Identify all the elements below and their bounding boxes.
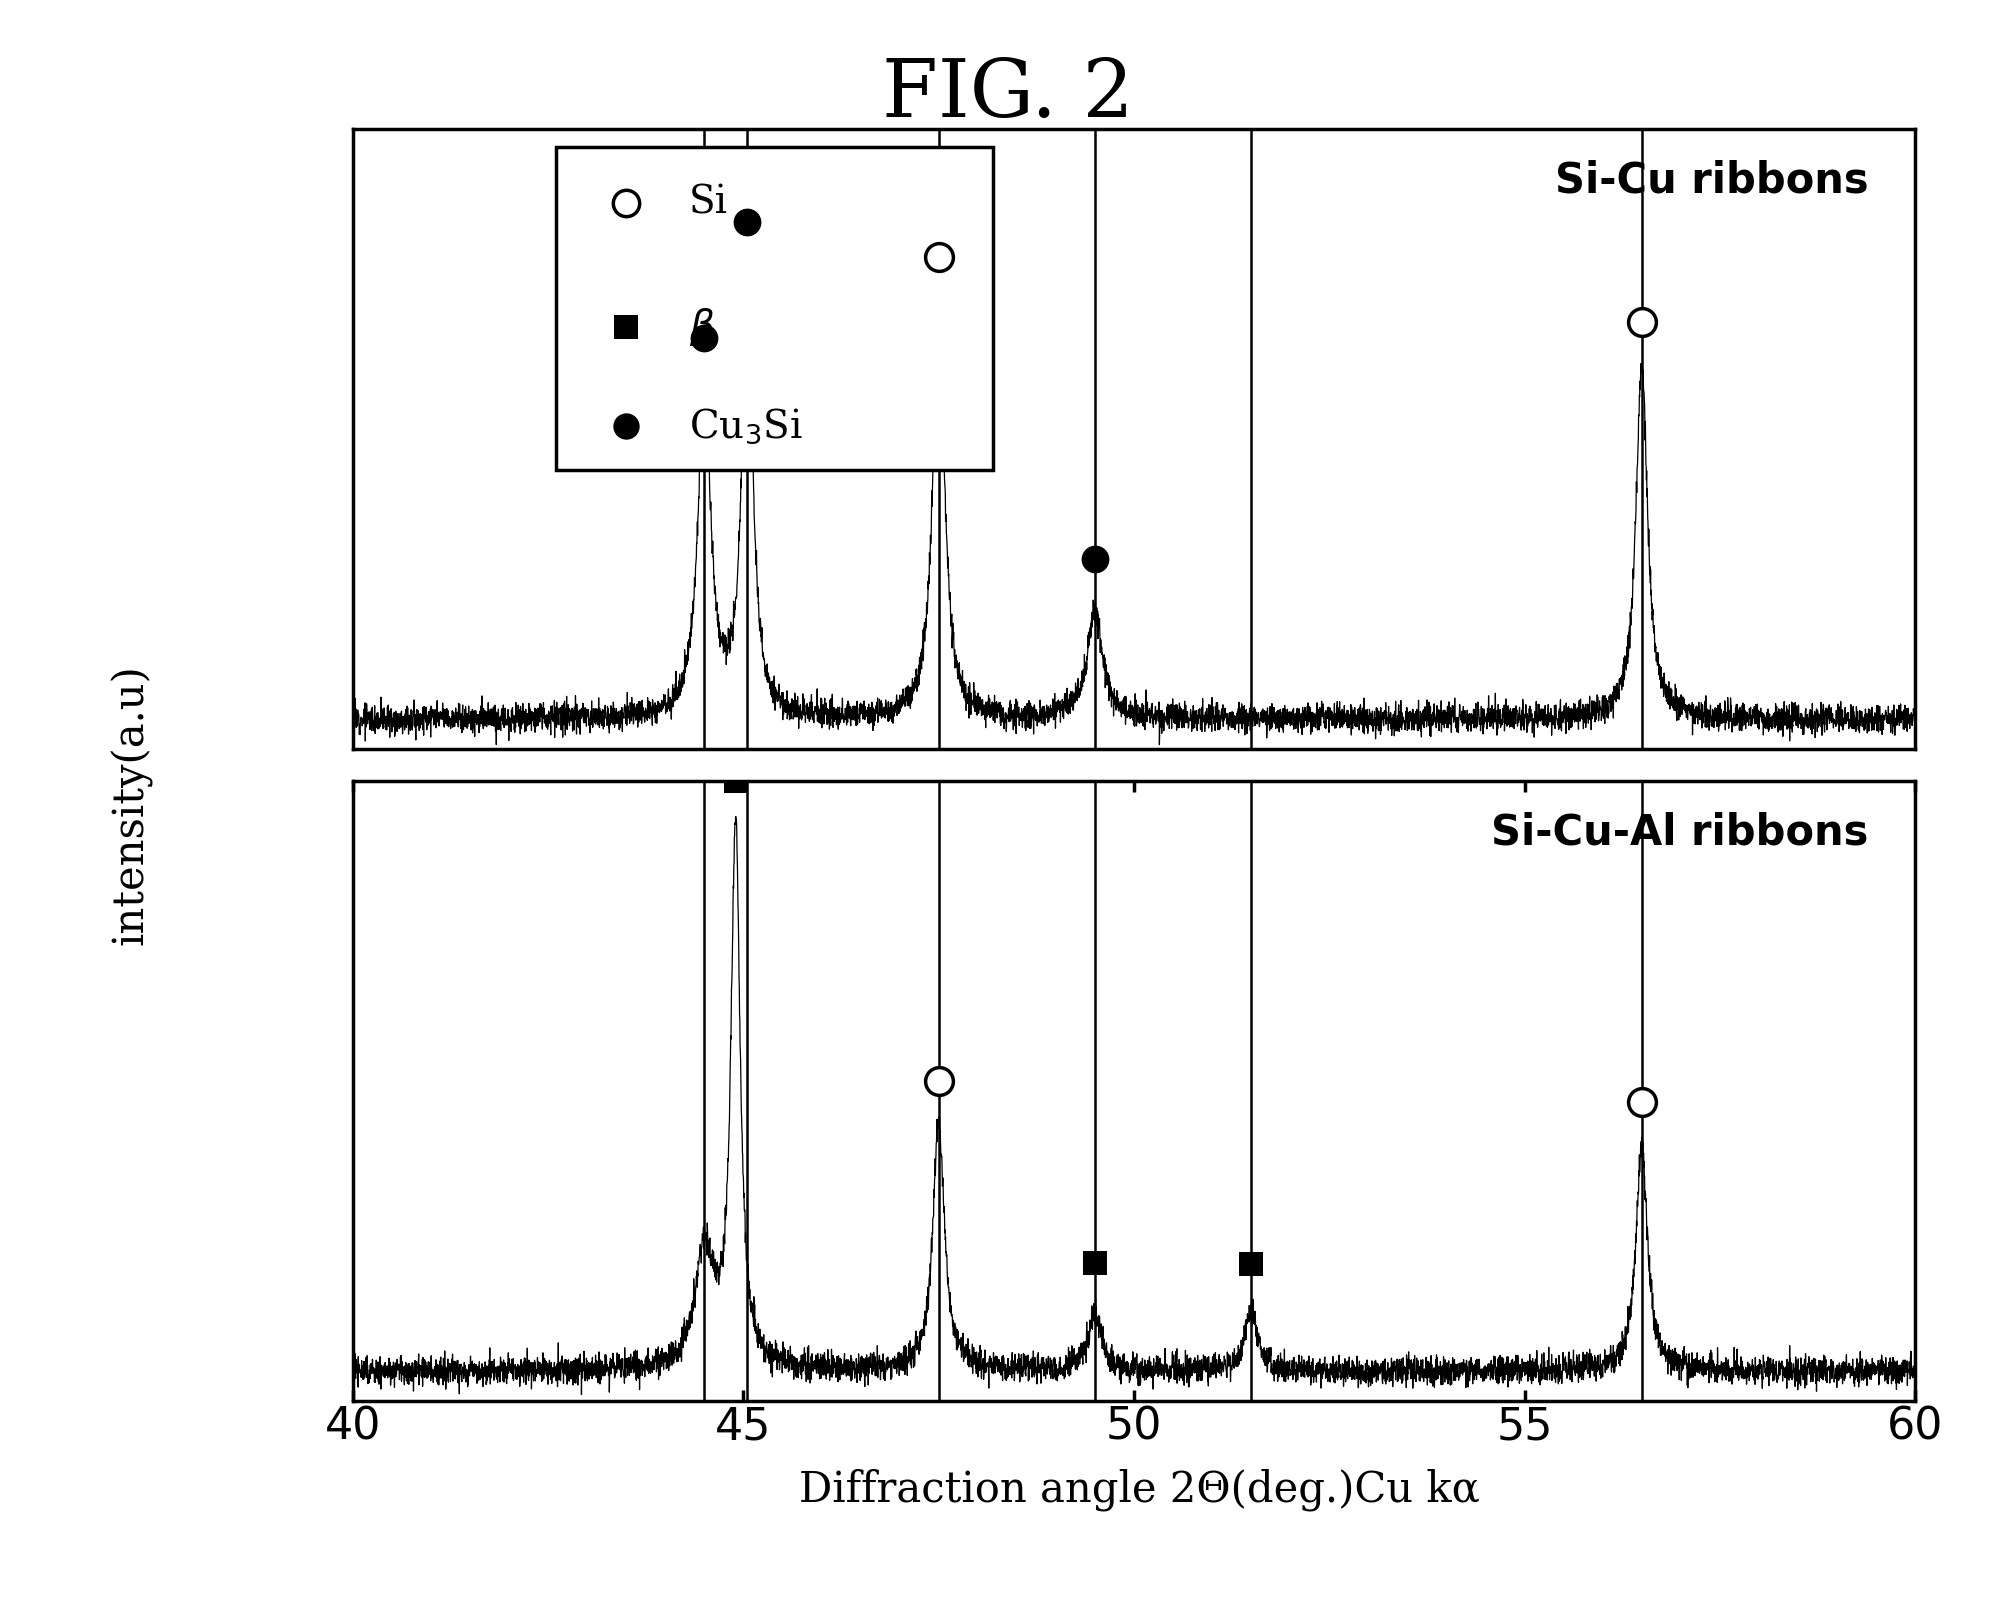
Point	[1625, 309, 1657, 335]
Point	[1236, 1251, 1268, 1277]
Point	[720, 768, 752, 794]
FancyBboxPatch shape	[556, 148, 994, 470]
Point	[1079, 1251, 1111, 1277]
Point	[923, 1067, 956, 1093]
Text: Si-Cu-Al ribbons: Si-Cu-Al ribbons	[1492, 811, 1869, 853]
Text: Si: Si	[689, 185, 728, 222]
Point	[732, 209, 764, 235]
Text: Diffraction angle 2Θ(deg.)Cu kα: Diffraction angle 2Θ(deg.)Cu kα	[798, 1468, 1480, 1510]
Text: intensity(a.u): intensity(a.u)	[111, 665, 151, 945]
Text: Cu$_3$Si: Cu$_3$Si	[689, 407, 802, 446]
Text: Si-Cu ribbons: Si-Cu ribbons	[1554, 159, 1869, 201]
Point	[923, 245, 956, 270]
Point	[1079, 546, 1111, 572]
Point	[1625, 1090, 1657, 1116]
Point	[687, 325, 720, 351]
Text: FIG. 2: FIG. 2	[883, 56, 1133, 134]
Text: $\beta$: $\beta$	[689, 306, 714, 348]
